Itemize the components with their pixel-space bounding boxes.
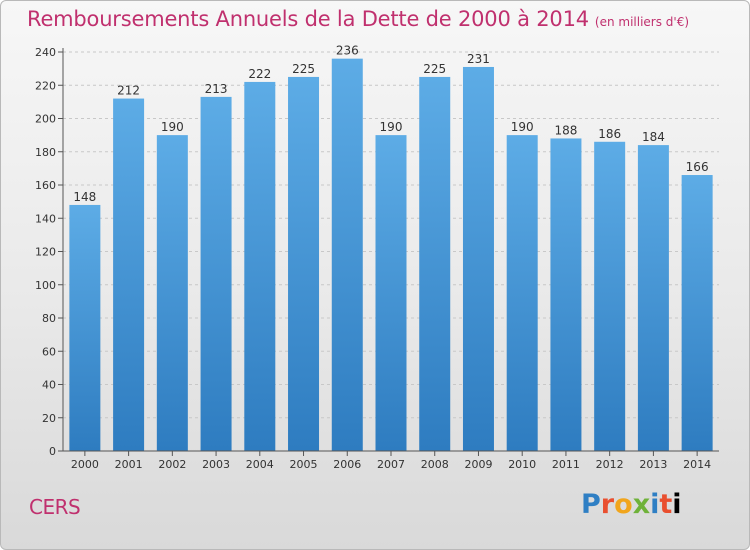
y-tick-label: 240 xyxy=(35,46,56,59)
y-tick-label: 220 xyxy=(35,79,56,92)
logo-letter: P xyxy=(581,489,601,520)
bar xyxy=(550,138,582,451)
y-tick-label: 200 xyxy=(35,113,56,126)
bar xyxy=(156,135,188,451)
x-tick-label: 2013 xyxy=(639,458,667,471)
y-tick-label: 160 xyxy=(35,179,56,192)
proxiti-logo: Proxiti xyxy=(581,489,682,520)
bar xyxy=(375,135,407,451)
x-tick-label: 2009 xyxy=(464,458,492,471)
bar-value-label: 190 xyxy=(161,120,184,134)
x-tick-label: 2012 xyxy=(596,458,624,471)
x-tick-label: 2005 xyxy=(290,458,318,471)
y-tick-label: 120 xyxy=(35,246,56,259)
logo-letter: o xyxy=(614,489,633,520)
bar-value-label: 212 xyxy=(117,84,140,98)
y-tick-label: 80 xyxy=(42,312,56,325)
bars xyxy=(69,58,713,452)
bar-value-label: 225 xyxy=(423,62,446,76)
bar xyxy=(681,175,713,451)
bar-value-label: 186 xyxy=(598,127,621,141)
y-tick-label: 60 xyxy=(42,345,56,358)
commune-name: CERS xyxy=(29,495,81,519)
y-tick-label: 0 xyxy=(49,445,56,458)
y-tick-label: 40 xyxy=(42,379,56,392)
bar-value-label: 236 xyxy=(336,44,359,58)
x-tick-label: 2007 xyxy=(377,458,405,471)
y-tick-label: 180 xyxy=(35,146,56,159)
y-tick-label: 20 xyxy=(42,412,56,425)
bar-value-label: 166 xyxy=(686,160,709,174)
bar xyxy=(113,98,145,452)
x-tick-label: 2003 xyxy=(202,458,230,471)
bar-value-label: 188 xyxy=(554,123,577,137)
bar-value-label: 184 xyxy=(642,130,665,144)
y-tick-label: 100 xyxy=(35,279,56,292)
labels: 0 20 40 60 80 100 120 140 160 180 200 220 240 148 2000… xyxy=(35,44,711,471)
bar xyxy=(419,76,451,451)
bar-value-label: 231 xyxy=(467,52,490,66)
bar xyxy=(69,204,101,451)
bar xyxy=(637,145,669,451)
bar xyxy=(331,58,363,452)
bar xyxy=(200,96,232,451)
bar-value-label: 190 xyxy=(380,120,403,134)
bar-value-label: 222 xyxy=(248,67,271,81)
axes xyxy=(58,48,719,456)
chart-title-main: Remboursements Annuels de la Dette de 20… xyxy=(27,7,589,31)
chart-unit: (en milliers d'€) xyxy=(594,15,690,29)
x-tick-label: 2011 xyxy=(552,458,580,471)
logo-letter: r xyxy=(600,489,615,520)
x-tick-label: 2002 xyxy=(158,458,186,471)
bar xyxy=(462,66,494,452)
bar xyxy=(288,76,320,451)
logo-letter: x xyxy=(632,489,651,520)
bar xyxy=(244,81,276,452)
x-tick-label: 2006 xyxy=(333,458,361,471)
bar xyxy=(594,141,626,451)
x-tick-label: 2000 xyxy=(71,458,99,471)
x-tick-label: 2001 xyxy=(115,458,143,471)
bar-value-label: 225 xyxy=(292,62,315,76)
bar-value-label: 148 xyxy=(73,190,96,204)
chart-title: Remboursements Annuels de la Dette de 20… xyxy=(27,7,689,31)
x-tick-label: 2008 xyxy=(421,458,449,471)
logo-letter: t xyxy=(659,489,673,520)
x-tick-label: 2014 xyxy=(683,458,711,471)
y-tick-label: 140 xyxy=(35,212,56,225)
logo-letter: i xyxy=(650,489,660,520)
logo-letter: i xyxy=(672,489,682,520)
bar xyxy=(506,135,538,451)
x-tick-label: 2010 xyxy=(508,458,536,471)
x-tick-label: 2004 xyxy=(246,458,274,471)
bar-value-label: 213 xyxy=(205,82,228,96)
bar-value-label: 190 xyxy=(511,120,534,134)
